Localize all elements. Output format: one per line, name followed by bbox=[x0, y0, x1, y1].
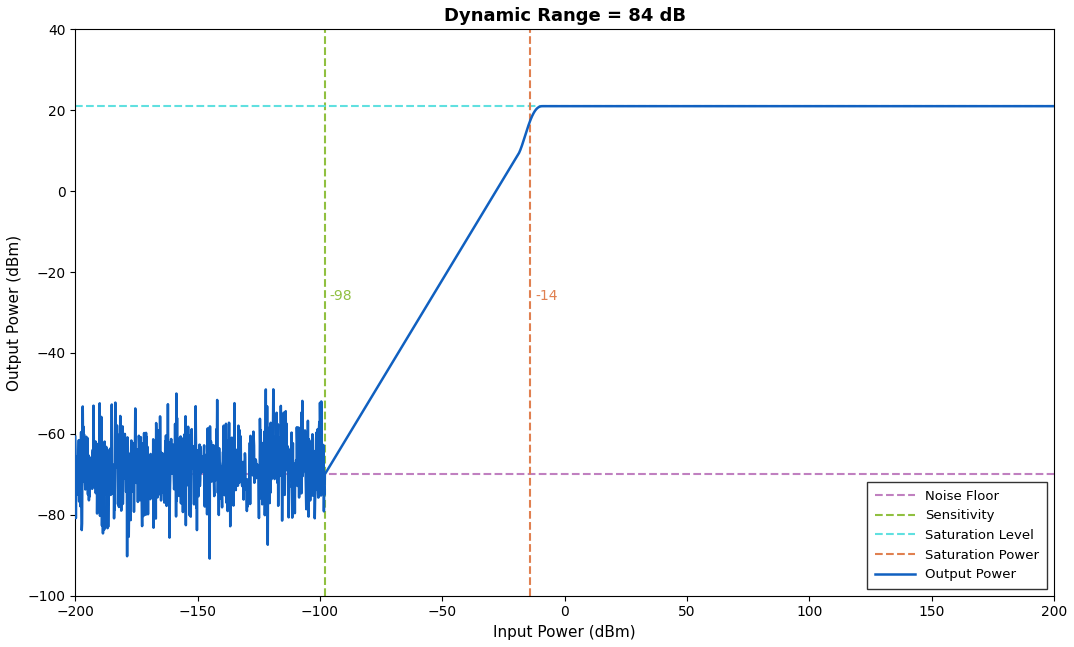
X-axis label: Input Power (dBm): Input Power (dBm) bbox=[493, 625, 636, 640]
Text: -98: -98 bbox=[330, 289, 352, 303]
Output Power bbox=[445, 262, 458, 270]
Output Power bbox=[1029, 102, 1042, 110]
Sensitivity bbox=[318, 187, 331, 195]
Saturation Power bbox=[524, 183, 537, 191]
Noise Floor bbox=[561, 470, 574, 478]
Output Power bbox=[69, 433, 82, 441]
Output Power bbox=[203, 554, 216, 562]
Output Power bbox=[180, 474, 193, 482]
Output Power bbox=[238, 454, 251, 462]
Text: -14: -14 bbox=[535, 289, 557, 303]
Output Power bbox=[536, 102, 549, 110]
Noise Floor bbox=[558, 470, 571, 478]
Y-axis label: Output Power (dBm): Output Power (dBm) bbox=[6, 234, 21, 391]
Output Power bbox=[487, 192, 499, 200]
Legend: Noise Floor, Sensitivity, Saturation Level, Saturation Power, Output Power: Noise Floor, Sensitivity, Saturation Lev… bbox=[868, 482, 1047, 589]
Output Power bbox=[1047, 102, 1060, 110]
Saturation Level bbox=[558, 102, 571, 110]
Output Power bbox=[924, 102, 937, 110]
Line: Output Power: Output Power bbox=[75, 106, 1054, 558]
Saturation Level bbox=[561, 102, 574, 110]
Title: Dynamic Range = 84 dB: Dynamic Range = 84 dB bbox=[444, 7, 685, 25]
Saturation Power bbox=[524, 187, 537, 195]
Sensitivity bbox=[318, 183, 331, 191]
